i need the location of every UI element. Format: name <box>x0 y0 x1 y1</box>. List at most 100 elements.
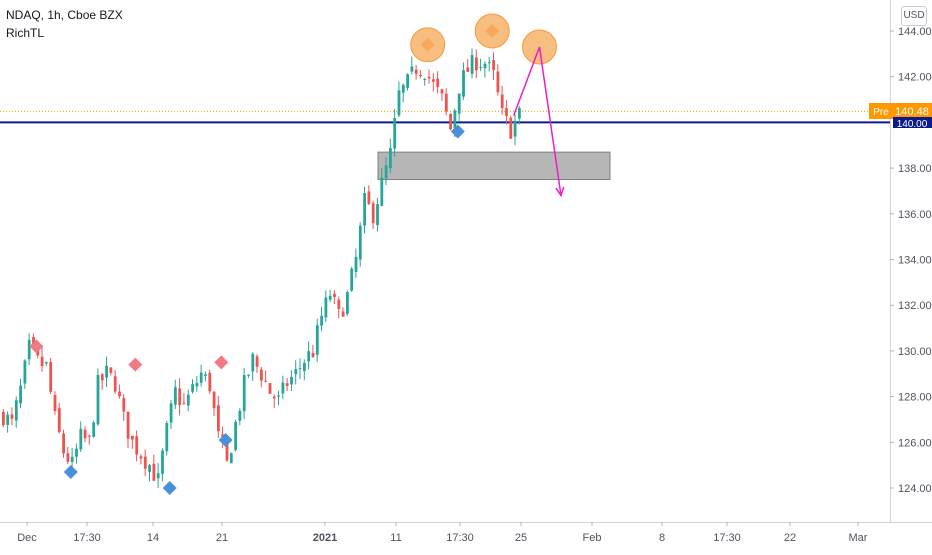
time-tick-label: 17:30 <box>713 532 741 544</box>
candle-body <box>208 372 212 392</box>
price-axis[interactable]: 144.00 142.00 138.00 136.00 134.00 132.00 130.… <box>890 26 932 495</box>
top-signal-marker <box>29 339 44 354</box>
peak-circle <box>474 13 510 49</box>
candle-body <box>432 79 435 82</box>
candle-body <box>311 352 315 357</box>
candle-body <box>83 429 87 439</box>
candle-body <box>483 63 487 69</box>
candle-body <box>49 362 53 392</box>
candle-body <box>186 394 190 406</box>
candle-body <box>492 60 495 71</box>
candle-body <box>268 383 272 394</box>
bottom-signal-marker <box>162 481 177 495</box>
candle-body <box>328 295 332 300</box>
candle-body <box>96 374 100 425</box>
candle-body <box>444 93 448 112</box>
time-tick-label: 17:30 <box>73 532 101 544</box>
candle-body <box>487 62 491 64</box>
price-tick-label: 130.00 <box>898 346 932 358</box>
candle-body <box>161 450 164 474</box>
candle-body <box>148 465 151 472</box>
candle-body <box>410 66 414 72</box>
price-tick-label: 134.00 <box>898 255 932 267</box>
candle-body <box>14 400 18 421</box>
time-tick-label: 17:30 <box>446 532 474 544</box>
candle-body <box>23 360 27 384</box>
candle-body <box>229 453 233 464</box>
candle-body <box>371 203 375 224</box>
candle-body <box>92 422 96 437</box>
time-tick-label: 8 <box>659 532 665 544</box>
candle-body <box>131 435 134 440</box>
candles <box>2 48 521 489</box>
candle-body <box>70 456 74 463</box>
candle-body <box>285 383 289 387</box>
candle-body <box>436 78 440 88</box>
drawings <box>410 13 565 198</box>
candle-body <box>462 70 465 97</box>
time-tick-label: 11 <box>390 532 401 544</box>
pre-tag-bg <box>869 103 893 119</box>
candle-body <box>10 414 14 419</box>
projection-arrowhead <box>555 186 565 198</box>
candle-body <box>247 374 250 376</box>
candle-body <box>251 353 255 372</box>
candle-body <box>346 292 349 314</box>
candle-body <box>389 148 392 169</box>
candle-body <box>79 428 83 450</box>
candle-body <box>509 117 513 139</box>
candle-body <box>479 67 483 69</box>
chart-legend[interactable]: NDAQ, 1h, Cboe BZX RichTL <box>6 6 123 42</box>
candle-body <box>2 411 5 426</box>
price-tick-label: 128.00 <box>898 392 932 404</box>
candle-body <box>290 376 293 385</box>
candle-body <box>57 408 61 433</box>
indicator-name[interactable]: RichTL <box>6 26 45 40</box>
candle-body <box>401 84 405 93</box>
top-signal-marker <box>128 357 143 372</box>
candle-body <box>113 376 117 392</box>
symbol-title[interactable]: NDAQ, 1h, Cboe BZX <box>6 8 123 22</box>
time-tick-label: 14 <box>147 532 159 544</box>
candle-body <box>156 473 160 479</box>
candle-body <box>199 372 203 383</box>
candle-body <box>66 453 70 462</box>
candle-body <box>518 108 521 119</box>
candle-body <box>475 57 478 71</box>
time-tick-label: Feb <box>583 532 602 544</box>
time-tick-label: 2021 <box>313 532 337 544</box>
candle-body <box>53 394 57 412</box>
candle-body <box>354 256 358 272</box>
support-zone <box>377 151 611 181</box>
candle-body <box>62 433 65 454</box>
candle-body <box>122 398 126 412</box>
horizontal-lines <box>0 110 890 124</box>
candle-body <box>32 337 35 347</box>
candle-body <box>126 411 130 439</box>
candle-body <box>135 436 139 455</box>
candle-body <box>315 325 319 355</box>
candle-body <box>165 423 169 452</box>
candle-body <box>45 362 48 364</box>
candle-body <box>217 405 220 432</box>
candle-body <box>195 382 199 387</box>
candle-body <box>105 365 108 378</box>
pre-tag: Pre <box>873 107 889 118</box>
price-tick-label: 138.00 <box>898 163 932 175</box>
time-axis[interactable]: Dec 17:30 14 21 2021 11 17:30 25 Feb 8 17:30 22 Mar <box>17 522 868 544</box>
candle-body <box>182 402 186 404</box>
candle-body <box>363 193 366 226</box>
time-tick-label: 25 <box>515 532 527 544</box>
pre-value-label: 140.48 <box>895 106 929 118</box>
candle-body <box>6 414 10 425</box>
line-value-label: 140.00 <box>897 119 928 130</box>
candle-body <box>470 55 474 74</box>
currency-badge[interactable]: USD <box>901 6 927 26</box>
candle-body <box>384 165 388 179</box>
bottom-signal-marker <box>63 465 78 480</box>
candle-body <box>212 391 216 409</box>
candle-body <box>298 368 302 370</box>
